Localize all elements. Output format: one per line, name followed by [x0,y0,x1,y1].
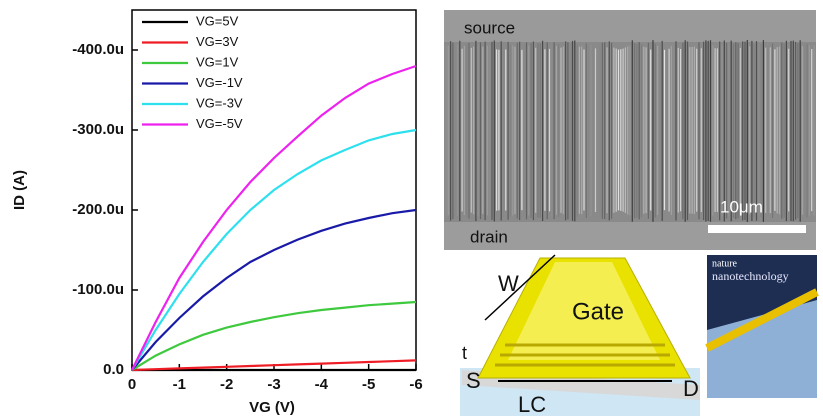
x-tick-label: -1 [173,376,186,393]
x-axis-label: VG (V) [249,399,295,416]
y-tick-label: 0.0 [103,361,124,378]
sem-scale-label: 10μm [720,197,763,216]
cover-subtitle: nanotechnology [712,269,789,283]
legend-label: VG=-1V [196,75,243,90]
length-label: LC [518,392,546,416]
legend-label: VG=-3V [196,95,243,110]
x-tick-label: -6 [409,376,422,393]
cover-journal: nature [712,258,738,269]
drain-label: D [683,376,699,401]
y-tick-label: -200.0u [72,201,124,218]
sem-scale-bar [708,225,806,233]
legend-label: VG=3V [196,34,239,49]
y-tick-label: -100.0u [72,281,124,298]
sem-source-label: source [464,18,515,37]
y-tick-label: -400.0u [72,41,124,58]
gate-label: Gate [572,298,624,325]
y-tick-label: -300.0u [72,121,124,138]
source-label: S [466,368,481,393]
x-tick-label: -5 [362,376,375,393]
sem-stripes [446,40,814,222]
width-label: W [498,271,519,296]
figure: source drain 10μm W Gate t S D LC nature… [0,0,823,416]
x-tick-label: -3 [267,376,280,393]
legend-label: VG=5V [196,13,239,28]
legend-label: VG=1V [196,54,239,69]
x-tick-label: 0 [128,376,136,393]
sem-drain-label: drain [470,227,508,246]
y-axis-label: ID (A) [11,170,28,210]
page: source drain 10μm W Gate t S D LC nature… [0,0,823,416]
thickness-label: t [462,343,467,363]
legend-label: VG=-5V [196,116,243,131]
data-line [132,302,416,370]
x-tick-label: -2 [220,376,233,393]
x-tick-label: -4 [315,376,329,393]
